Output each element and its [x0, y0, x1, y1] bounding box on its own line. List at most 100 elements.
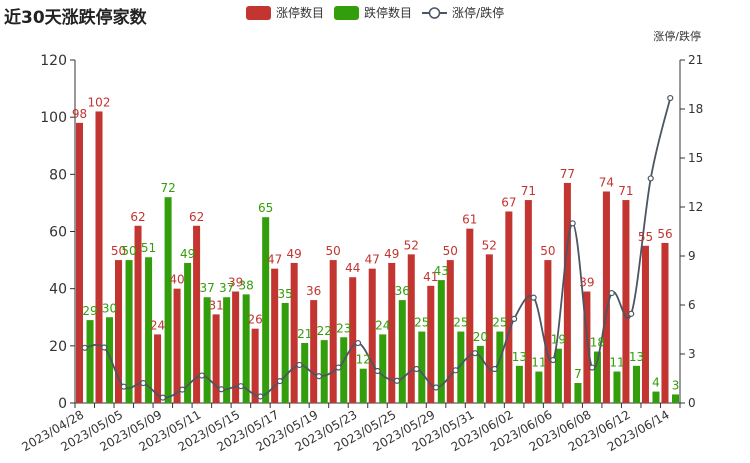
- bar-label-limit-down: 11: [531, 356, 546, 370]
- ratio-point: [569, 220, 576, 227]
- bar-limit-up: [193, 225, 201, 403]
- bar-limit-down: [281, 302, 289, 403]
- ratio-point: [296, 361, 303, 369]
- bar-label-limit-up: 26: [247, 313, 262, 327]
- y-left-tick-label: 20: [49, 339, 67, 355]
- bars: [75, 111, 680, 403]
- bar-label-limit-up: 98: [72, 107, 87, 121]
- y-left-tick-label: 40: [49, 282, 67, 298]
- ratio-point: [628, 310, 635, 317]
- y-left-tick-label: 0: [58, 396, 67, 412]
- bar-limit-down: [145, 257, 153, 403]
- bar-label-limit-down: 37: [199, 281, 214, 295]
- legend-line-icon: [422, 6, 448, 19]
- ratio-point: [608, 289, 615, 297]
- bar-label-limit-down: 43: [434, 264, 449, 278]
- bar-label-limit-up: 77: [560, 167, 575, 181]
- bar-label-limit-down: 13: [512, 350, 527, 364]
- bar-label-limit-down: 49: [180, 247, 195, 261]
- bar-label-limit-up: 36: [306, 284, 321, 298]
- bar-label-limit-up: 39: [579, 276, 594, 290]
- bar-label-limit-up: 52: [404, 238, 419, 252]
- bar-limit-down: [301, 342, 309, 403]
- legend-label-ratio: 涨停/跌停: [452, 6, 505, 20]
- bar-limit-up: [368, 268, 376, 403]
- bar-label-limit-up: 55: [638, 230, 653, 244]
- bar-label-limit-down: 65: [258, 201, 273, 215]
- legend-item-limit-down[interactable]: 跌停数目: [334, 4, 412, 21]
- y-right-tick-label: 18: [688, 102, 703, 116]
- bar-label-limit-down: 11: [609, 356, 624, 370]
- y-right-tick-label: 21: [688, 53, 703, 67]
- bar-limit-up: [622, 200, 630, 403]
- bar-limit-down: [632, 365, 640, 403]
- bar-label-limit-down: 29: [82, 304, 97, 318]
- ratio-point: [218, 386, 225, 393]
- bar-limit-up: [602, 191, 610, 403]
- y-right-tick-label: 0: [688, 396, 696, 410]
- bar-limit-up: [212, 314, 220, 403]
- ratio-point: [315, 373, 323, 380]
- ratio-point: [589, 364, 596, 371]
- bar-label-limit-down: 19: [551, 333, 566, 347]
- bar-label-limit-down: 38: [239, 278, 254, 292]
- bar-limit-up: [329, 260, 337, 403]
- bar-limit-up: [407, 254, 415, 403]
- ratio-point: [101, 344, 108, 351]
- bar-limit-down: [203, 297, 211, 403]
- bar-label-limit-up: 50: [443, 244, 458, 258]
- legend-item-limit-up[interactable]: 涨停数目: [246, 4, 324, 21]
- bar-limit-up: [661, 242, 669, 403]
- bar-limit-up: [271, 268, 279, 403]
- bar-label-limit-down: 13: [629, 350, 644, 364]
- bar-label-limit-up: 52: [482, 238, 497, 252]
- y-left-tick-label: 120: [40, 53, 67, 69]
- legend: 涨停数目 跌停数目 涨停/跌停: [246, 4, 504, 21]
- bar-limit-down: [535, 371, 543, 403]
- ratio-point: [491, 365, 498, 373]
- bar-label-limit-up: 61: [462, 213, 477, 227]
- ratio-point: [667, 94, 674, 102]
- bar-limit-down: [184, 262, 192, 403]
- bar-label-limit-up: 49: [287, 247, 302, 261]
- bar-limit-down: [398, 300, 406, 403]
- bar-label-limit-up: 24: [150, 318, 165, 332]
- bar-label-limit-up: 74: [599, 175, 614, 189]
- bar-label-limit-up: 31: [208, 298, 223, 312]
- bar-limit-up: [505, 211, 513, 403]
- bar-label-limit-down: 18: [590, 336, 605, 350]
- bar-limit-down: [379, 334, 387, 403]
- bar-limit-up: [466, 228, 474, 403]
- bar-label-limit-down: 22: [317, 324, 332, 338]
- bar-label-limit-up: 71: [521, 184, 536, 198]
- bar-limit-up: [485, 254, 493, 403]
- ratio-point: [140, 379, 147, 387]
- ratio-point: [511, 315, 518, 322]
- bar-limit-down: [164, 197, 172, 403]
- bar-limit-down: [437, 280, 445, 403]
- legend-item-ratio[interactable]: 涨停/跌停: [422, 4, 504, 21]
- bar-limit-up: [388, 262, 396, 403]
- bar-limit-down: [242, 294, 250, 403]
- bar-label-limit-up: 49: [384, 247, 399, 261]
- bar-limit-down: [320, 340, 328, 403]
- ratio-line-path: [84, 97, 672, 399]
- ratio-point: [81, 344, 88, 351]
- bar-label-limit-up: 41: [423, 270, 438, 284]
- bar-limit-up: [446, 260, 454, 403]
- y-left-tick-label: 100: [40, 110, 67, 126]
- bar-label-limit-up: 50: [111, 244, 126, 258]
- ratio-point: [647, 175, 654, 182]
- bar-label-limit-down: 12: [356, 353, 371, 367]
- ratio-point: [257, 393, 264, 400]
- y-right-tick-label: 15: [688, 151, 703, 165]
- chart-title: 近30天涨跌停家数: [4, 8, 147, 28]
- bar-limit-up: [134, 225, 142, 403]
- ratio-point: [335, 364, 342, 371]
- bar-limit-down: [340, 337, 348, 403]
- bar-label-limit-down: 50: [121, 244, 136, 258]
- bar-label-limit-up: 62: [189, 210, 204, 224]
- ratio-point: [452, 367, 459, 374]
- ratio-point: [471, 350, 479, 357]
